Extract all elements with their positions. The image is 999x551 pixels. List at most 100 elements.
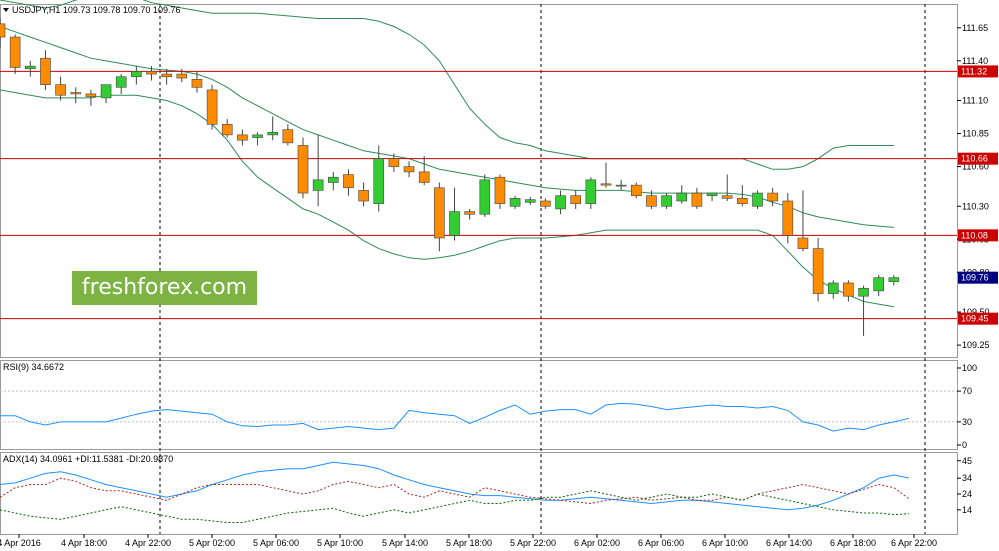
candle-body	[464, 211, 475, 215]
x-tick-label: 6 Apr 18:00	[830, 538, 876, 548]
candle-body	[449, 211, 460, 236]
current-price-badge	[958, 271, 998, 284]
y-tick-label: 111.10	[962, 96, 988, 106]
rsi-line	[0, 402, 910, 432]
candle-body	[767, 192, 778, 202]
candle-body	[676, 192, 688, 202]
level-badge	[958, 152, 998, 165]
candle-body	[40, 57, 51, 85]
candle-body	[85, 93, 97, 97]
candle-body	[55, 84, 66, 96]
candle-body	[706, 192, 718, 197]
candle-body	[585, 179, 597, 204]
candle-body	[888, 277, 900, 282]
rsi-tick-label: 100	[962, 363, 977, 373]
candle-body	[237, 134, 248, 141]
price-axis: 111.65 111.40 111.10 110.85 110.60 110.30 110.…	[957, 23, 998, 515]
candle-body	[403, 166, 415, 173]
bollinger-middle-line	[0, 26, 894, 228]
x-tick-label: 6 Apr 02:00	[574, 538, 620, 548]
candle-body	[358, 190, 369, 202]
candle-body	[752, 192, 763, 207]
candle-body	[434, 187, 445, 239]
candle-body	[327, 176, 339, 183]
level-badge	[958, 229, 998, 242]
candle-body	[0, 23, 6, 38]
rsi-panel-header: RSI(9) 34.6672	[3, 362, 64, 372]
adx-tick-label: 45	[962, 456, 972, 466]
candle-body	[388, 158, 400, 167]
candle-body	[524, 199, 536, 203]
candle-body	[509, 198, 521, 207]
candle-body	[161, 73, 172, 78]
panel-border	[0, 360, 958, 450]
adx-panel[interactable]	[0, 461, 910, 523]
x-tick-label: 5 Apr 14:00	[382, 538, 428, 548]
y-tick-label: 109.50	[962, 307, 990, 317]
adx-tick-label: 24	[962, 489, 972, 499]
rsi-tick-label: 30	[962, 417, 972, 427]
rsi-tick-label: 70	[962, 386, 972, 396]
candle-body	[343, 174, 354, 189]
candle-body	[206, 89, 218, 125]
candle-body	[252, 134, 263, 138]
candle-body	[797, 237, 809, 249]
candle-body	[479, 179, 491, 215]
candle-body	[646, 195, 657, 207]
x-tick-label: 4 Apr 2016	[0, 538, 41, 548]
current-price-label: 109.76	[961, 273, 989, 283]
candle-body	[115, 76, 127, 88]
level-badge	[958, 65, 998, 78]
level-badge-label: 110.66	[961, 154, 988, 164]
candle-body	[100, 84, 112, 99]
rsi-panel[interactable]	[0, 390, 957, 432]
dropdown-triangle-icon	[3, 8, 9, 12]
candle-body	[418, 171, 430, 183]
adx-line	[0, 461, 910, 511]
level-badge-label: 110.08	[961, 230, 988, 240]
candle-body	[600, 183, 612, 186]
watermark-logo: freshforex.com	[72, 271, 257, 305]
panel-border	[0, 452, 958, 535]
candle-body	[630, 184, 642, 197]
price-panel-header: USDJPY,H1 109.73 109.78 109.70 109.76	[12, 5, 180, 15]
candle-body	[812, 248, 824, 294]
x-tick-label: 5 Apr 18:00	[446, 538, 492, 548]
candle-body	[146, 71, 157, 75]
plus-di-line	[0, 477, 910, 505]
candle-body	[615, 184, 627, 187]
candle-body	[9, 36, 21, 68]
x-tick-label: 6 Apr 10:00	[702, 538, 748, 548]
candle-body	[691, 192, 703, 207]
level-badge-label: 109.45	[961, 314, 989, 324]
candle-body	[373, 158, 385, 204]
candle-body	[555, 195, 566, 210]
minus-di-line	[0, 490, 910, 523]
adx-panel-header: ADX(14) 34.0961 +DI:11.5381 -DI:20.9870	[3, 454, 173, 464]
panel-border	[0, 4, 958, 358]
y-tick-label: 109.25	[962, 340, 990, 350]
candle-body	[70, 92, 82, 95]
level-badge-label: 111.32	[961, 66, 987, 76]
x-tick-label: 4 Apr 22:00	[125, 538, 171, 548]
level-badge	[958, 312, 998, 325]
candle-body	[494, 176, 506, 204]
x-tick-label: 5 Apr 22:00	[510, 538, 556, 548]
candle-body	[661, 195, 672, 207]
candle-body	[737, 198, 748, 204]
candle-body	[873, 277, 885, 292]
x-tick-label: 5 Apr 02:00	[189, 538, 235, 548]
bollinger-lower-line	[0, 89, 894, 308]
candle-body	[570, 195, 582, 204]
x-tick-label: 6 Apr 14:00	[766, 538, 812, 548]
candle-body	[312, 179, 324, 191]
adx-tick-label: 34	[962, 473, 972, 483]
x-tick-label: 4 Apr 18:00	[61, 538, 107, 548]
candle-body	[176, 73, 188, 79]
y-tick-label: 110.30	[962, 201, 989, 211]
y-tick-label: 111.65	[962, 23, 988, 33]
price-panel[interactable]	[0, 0, 957, 336]
y-tick-label: 110.60	[962, 162, 989, 172]
x-tick-label: 5 Apr 10:00	[317, 538, 363, 548]
